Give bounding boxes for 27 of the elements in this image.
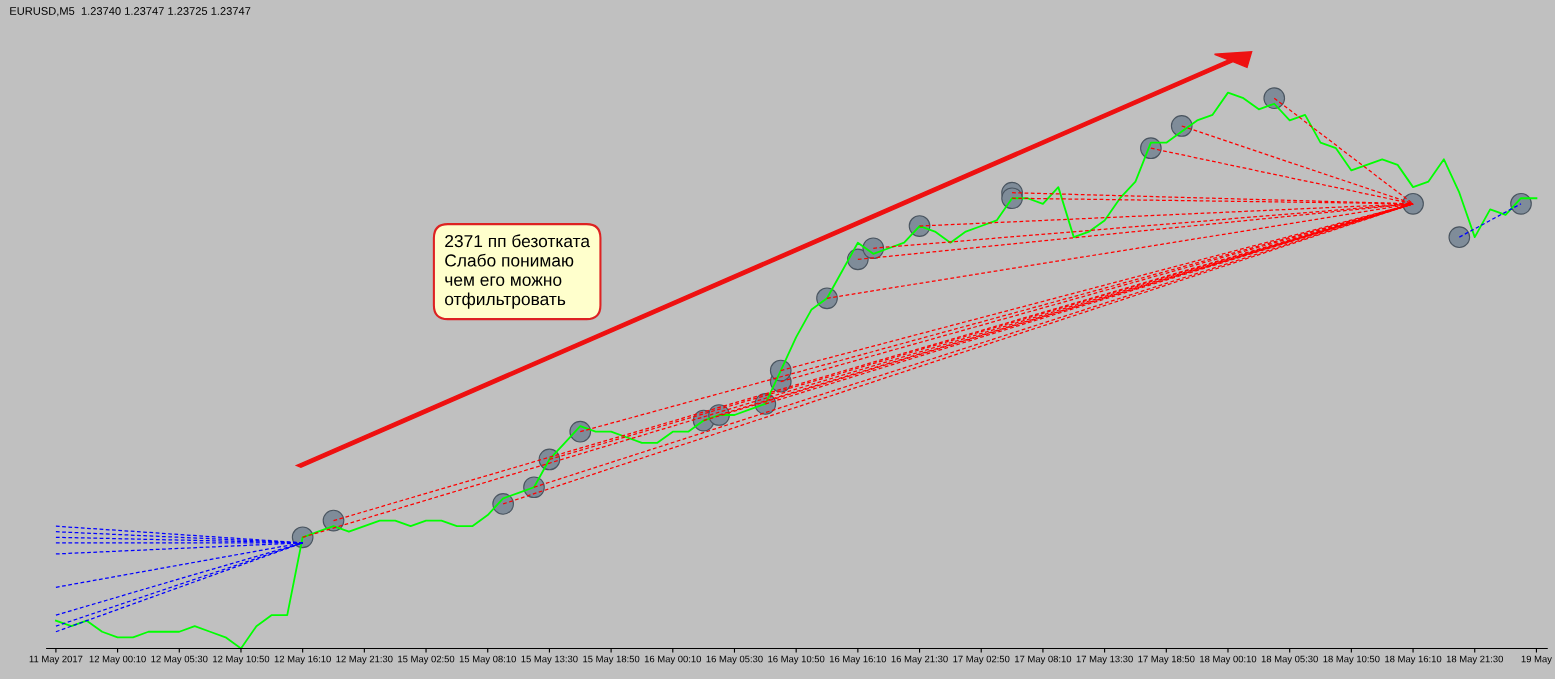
x-tick-label: 17 May 08:10 [1015, 655, 1072, 665]
x-tick-label: 12 May 05:30 [151, 655, 208, 665]
x-tick-label: 16 May 05:30 [706, 655, 763, 665]
x-tick-label: 18 May 00:10 [1200, 655, 1257, 665]
x-tick-label: 16 May 21:30 [891, 655, 948, 665]
x-tick-label: 12 May 21:30 [336, 655, 393, 665]
x-tick-label: 18 May 05:30 [1261, 655, 1318, 665]
x-tick-label: 16 May 16:10 [829, 655, 887, 665]
x-tick-label: 15 May 08:10 [459, 655, 516, 665]
x-tick-label: 18 May 16:10 [1385, 655, 1442, 665]
x-tick-label: 18 May 10:50 [1323, 655, 1380, 665]
x-tick-label: 17 May 02:50 [953, 655, 1010, 665]
x-tick-label: 18 May 21:30 [1446, 655, 1503, 665]
x-tick-label: 16 May 10:50 [768, 655, 825, 665]
x-tick-label: 11 May 2017 [29, 655, 83, 665]
annotation: 2371 пп безотката Слабо понимаю чем его можно отфильтровать [445, 234, 591, 309]
x-tick-label: 15 May 02:50 [398, 655, 455, 665]
x-tick-label: 12 May 16:10 [274, 655, 331, 665]
x-tick-label: 16 May 00:10 [644, 655, 702, 665]
x-tick-label: 12 May 00:10 [89, 655, 146, 665]
chart-title: EURUSD,M5 1.23740 1.23747 1.23725 1.23747 [10, 7, 251, 17]
x-tick-label: 15 May 13:30 [521, 655, 578, 665]
x-tick-label: 19 May [1521, 655, 1552, 665]
x-tick-label: 15 May 18:50 [583, 655, 640, 665]
x-tick-label: 12 May 10:50 [213, 655, 270, 665]
x-tick-label: 17 May 13:30 [1076, 655, 1133, 665]
x-tick-label: 17 May 18:50 [1138, 655, 1195, 665]
